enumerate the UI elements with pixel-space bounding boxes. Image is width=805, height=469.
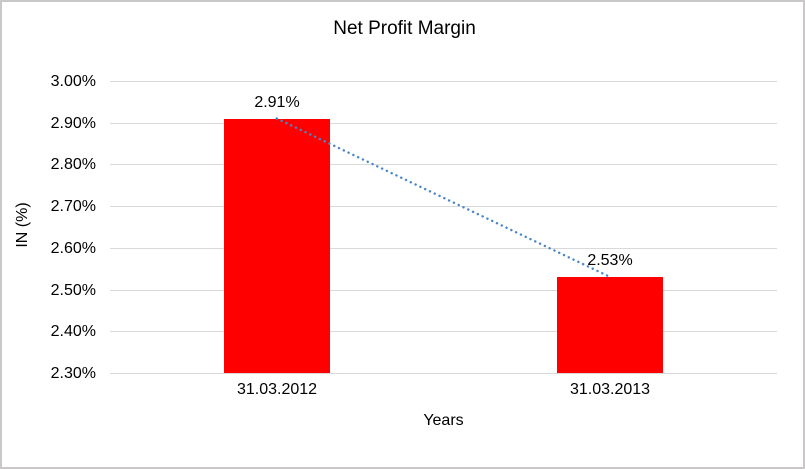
gridline xyxy=(110,164,777,165)
gridline xyxy=(110,123,777,124)
y-tick-label: 2.40% xyxy=(50,323,96,340)
y-tick-label: 3.00% xyxy=(50,73,96,90)
y-tick-label: 2.60% xyxy=(50,240,96,257)
gridline xyxy=(110,206,777,207)
gridline xyxy=(110,290,777,291)
y-axis-title: IN (%) xyxy=(14,202,31,248)
y-tick-label: 2.80% xyxy=(50,156,96,173)
bar-31.03.2013 xyxy=(557,277,663,373)
bar-data-label: 2.53% xyxy=(587,252,633,269)
gridline xyxy=(110,248,777,249)
gridline xyxy=(110,373,777,374)
x-tick-label: 31.03.2012 xyxy=(236,381,318,398)
y-tick-label: 2.50% xyxy=(50,282,96,299)
bar-31.03.2012 xyxy=(224,119,330,373)
x-tick-label: 31.03.2013 xyxy=(569,381,651,398)
chart-title: Net Profit Margin xyxy=(333,18,476,39)
gridline xyxy=(110,81,777,82)
x-axis-title: Years xyxy=(423,412,464,429)
y-tick-label: 2.90% xyxy=(50,115,96,132)
y-tick-label: 2.70% xyxy=(50,198,96,215)
y-tick-label: 2.30% xyxy=(50,365,96,382)
bar-data-label: 2.91% xyxy=(254,94,300,111)
gridline xyxy=(110,331,777,332)
